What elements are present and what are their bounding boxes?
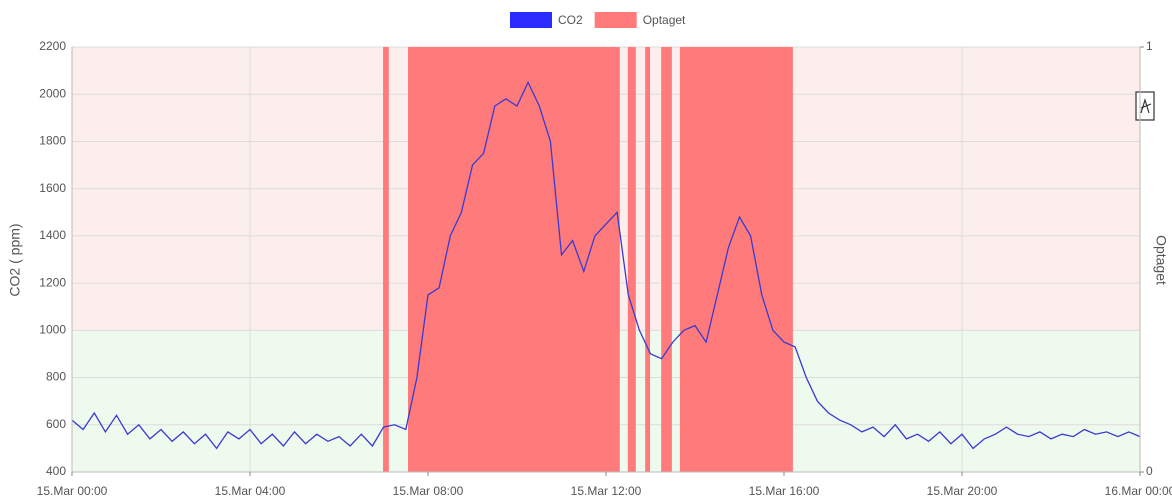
plot xyxy=(71,46,1141,473)
x-tick-label: 15.Mar 20:00 xyxy=(927,484,998,498)
y-tick-label: 1200 xyxy=(39,275,66,289)
x-tick-label: 15.Mar 04:00 xyxy=(215,484,286,498)
y-tick-label: 400 xyxy=(46,464,66,478)
y-tick-label: 1000 xyxy=(39,323,66,337)
y-tick-label: 1600 xyxy=(39,181,66,195)
legend-swatch[interactable] xyxy=(594,12,637,28)
x-tick-label: 15.Mar 16:00 xyxy=(749,484,820,498)
legend-label[interactable]: Optaget xyxy=(643,13,686,27)
y-tick-label: 1400 xyxy=(39,228,66,242)
y-tick-label: 600 xyxy=(46,417,66,431)
occupancy-band xyxy=(661,47,672,472)
legend-label[interactable]: CO2 xyxy=(558,13,583,27)
x-tick-label: 15.Mar 00:00 xyxy=(37,484,108,498)
y2-tick-label: 0 xyxy=(1146,464,1153,478)
y2-axis-label: Optaget xyxy=(1153,235,1169,285)
occupancy-band xyxy=(627,47,636,472)
x-tick-label: 15.Mar 12:00 xyxy=(571,484,642,498)
y-tick-label: 2000 xyxy=(39,86,66,100)
occupancy-band xyxy=(407,47,620,472)
x-tick-label: 16.Mar 00:00 xyxy=(1105,484,1172,498)
y-tick-label: 1800 xyxy=(39,134,66,148)
x-tick-label: 15.Mar 08:00 xyxy=(393,484,464,498)
pdf-icon-glyph[interactable] xyxy=(1140,97,1152,114)
y-tick-label: 2200 xyxy=(39,39,66,53)
y-tick-label: 800 xyxy=(46,370,66,384)
pdf-icon[interactable] xyxy=(1135,91,1155,121)
legend-swatch[interactable] xyxy=(510,12,552,28)
y-axis-label: CO2 ( ppm) xyxy=(7,223,23,296)
occupancy-band xyxy=(679,47,793,472)
y2-tick-label: 1 xyxy=(1146,39,1153,53)
occupancy-band xyxy=(383,47,389,472)
occupancy-band xyxy=(645,47,651,472)
co2-line xyxy=(71,80,1141,450)
